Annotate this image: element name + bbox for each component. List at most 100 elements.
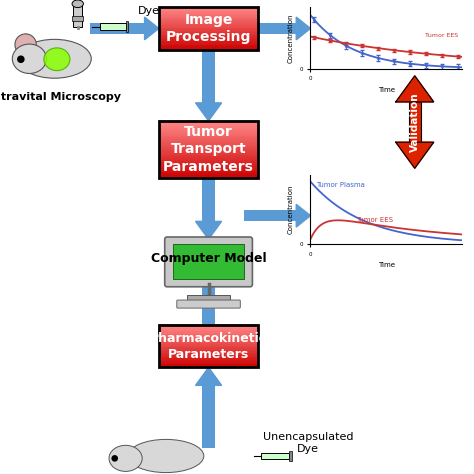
Bar — [159, 29, 258, 31]
Bar — [159, 122, 258, 125]
Bar — [159, 172, 258, 174]
Bar — [159, 121, 258, 178]
Bar — [159, 153, 258, 155]
Bar — [202, 274, 215, 325]
Bar — [159, 130, 258, 132]
Bar — [159, 19, 258, 21]
Bar — [159, 356, 258, 357]
Bar — [159, 326, 258, 328]
Bar — [159, 358, 258, 360]
Bar — [159, 11, 258, 13]
Bar — [202, 50, 215, 103]
Text: Unencapsulated
Dye: Unencapsulated Dye — [263, 432, 353, 454]
Bar — [159, 338, 258, 340]
Bar — [159, 143, 258, 146]
Bar — [159, 351, 258, 353]
Bar — [159, 132, 258, 134]
Bar — [159, 346, 258, 347]
Bar — [159, 347, 258, 349]
Bar — [159, 160, 258, 163]
Bar — [159, 48, 258, 50]
Y-axis label: Concentration: Concentration — [288, 13, 294, 63]
Bar — [159, 365, 258, 367]
Polygon shape — [296, 204, 310, 227]
Bar — [409, 102, 421, 142]
Bar — [159, 334, 258, 336]
Bar — [159, 166, 258, 168]
Bar — [159, 164, 258, 166]
Ellipse shape — [15, 34, 36, 55]
Bar — [159, 120, 258, 123]
Bar — [159, 151, 258, 153]
Bar — [100, 23, 126, 30]
Polygon shape — [195, 103, 221, 121]
Bar — [159, 357, 258, 359]
Bar — [159, 34, 258, 36]
Bar — [159, 333, 258, 335]
Polygon shape — [195, 256, 221, 274]
Bar — [159, 348, 258, 350]
Bar — [159, 38, 258, 40]
Bar — [159, 162, 258, 164]
Bar — [159, 27, 258, 28]
Bar — [159, 364, 258, 366]
Ellipse shape — [109, 446, 142, 471]
Bar — [187, 295, 230, 300]
Bar — [159, 340, 258, 342]
Bar — [159, 35, 258, 37]
Bar — [159, 41, 258, 43]
Bar — [159, 126, 258, 128]
Text: Pharmacokinetic
Parameters: Pharmacokinetic Parameters — [150, 331, 267, 361]
Text: Validation: Validation — [410, 92, 420, 152]
Polygon shape — [195, 367, 221, 385]
Bar — [159, 337, 258, 339]
FancyBboxPatch shape — [165, 237, 252, 287]
Bar — [159, 46, 258, 48]
Bar — [159, 139, 258, 142]
Bar — [90, 23, 145, 34]
Text: Tumor
Transport
Parameters: Tumor Transport Parameters — [163, 125, 254, 173]
Bar — [159, 42, 258, 44]
Bar — [159, 170, 258, 172]
Bar — [159, 28, 258, 30]
Ellipse shape — [44, 48, 70, 71]
Bar — [173, 244, 245, 279]
Bar — [159, 330, 258, 332]
Bar — [261, 453, 289, 459]
Bar — [159, 18, 258, 20]
Ellipse shape — [18, 39, 91, 78]
Bar — [159, 21, 258, 23]
Bar — [159, 331, 258, 333]
Bar — [159, 145, 258, 147]
Bar — [126, 21, 128, 32]
Text: Image
Processing: Image Processing — [166, 13, 251, 44]
Bar — [159, 173, 258, 176]
Bar — [159, 149, 258, 151]
Bar — [159, 156, 258, 159]
Bar — [159, 137, 258, 140]
Bar — [159, 324, 258, 326]
Bar — [159, 155, 258, 157]
Text: Tumor EES: Tumor EES — [425, 33, 458, 37]
Bar — [159, 341, 258, 343]
Bar — [202, 385, 215, 448]
Bar — [159, 22, 258, 24]
Bar — [159, 7, 258, 9]
Bar — [159, 141, 258, 144]
Bar — [159, 344, 258, 346]
Bar — [289, 451, 292, 461]
X-axis label: Time: Time — [378, 262, 395, 268]
Bar — [159, 134, 258, 136]
Bar — [159, 136, 258, 138]
Text: Tumor EES: Tumor EES — [356, 217, 393, 223]
Bar — [159, 361, 258, 363]
Bar — [159, 147, 258, 149]
Bar — [159, 32, 258, 34]
Polygon shape — [396, 142, 434, 168]
Bar — [159, 354, 258, 356]
Ellipse shape — [12, 44, 46, 73]
Bar — [159, 9, 258, 11]
Bar — [159, 325, 258, 367]
Bar — [258, 23, 296, 34]
Text: Dye: Dye — [138, 6, 160, 16]
